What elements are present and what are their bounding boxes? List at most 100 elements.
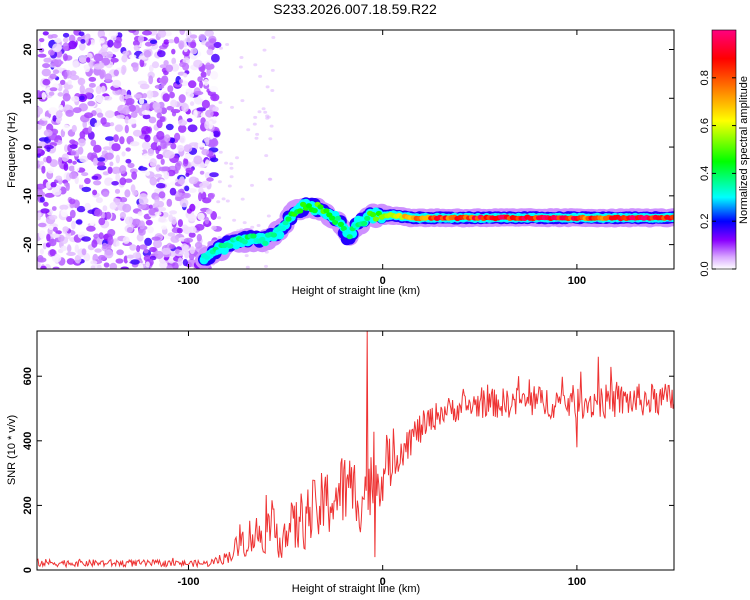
spectrogram-noise-cell [60,209,68,218]
spectrogram-noise-cell [119,197,128,203]
spectrogram-noise-cell [210,157,219,163]
spectrogram-noise-cell [69,74,80,81]
spectrogram-noise-cell [110,35,117,41]
spectrogram-noise-cell [170,137,176,144]
spectrogram-noise-cell [208,193,215,200]
spectrogram-noise-cell [144,237,153,246]
spectrogram-noise-cell [71,96,80,102]
spectrogram-noise-cell [179,30,185,36]
spectrogram-noise-cell [102,44,108,49]
spectrogram-noise-cell [84,34,89,44]
spectrogram-noise-cell [119,177,127,186]
spectrogram-noise-cell [104,177,113,182]
spectrogram-noise-cell [160,140,167,150]
spectrogram-noise-cell [91,175,99,180]
spectrogram-noise-cell [130,184,136,193]
spectrogram-noise-cell [83,253,91,262]
spectrogram-noise-cell [52,266,60,269]
spectrogram-noise-cell [69,209,76,219]
spectrogram-noise-cell [105,136,115,141]
spectrogram-noise-cell [171,216,177,225]
spectrogram-noise-cell [229,162,234,166]
spectrogram-noise-cell [199,182,208,188]
spectrogram-noise-cell [148,75,154,85]
spectrogram-noise-cell [212,116,217,121]
spectrogram-noise-cell [114,124,123,132]
y-tick-label: 10 [22,92,34,104]
spectrogram-noise-cell [218,101,223,104]
spectrogram-noise-cell [104,102,111,110]
spectrogram-noise-cell [38,137,49,142]
spectrogram-noise-cell [125,98,135,105]
spectrogram-noise-cell [119,136,125,145]
spectrogram-noise-cell [103,262,110,268]
spectrogram-noise-cell [225,199,230,203]
spectrogram-noise-cell [198,192,203,202]
spectrogram-noise-cell [121,151,126,157]
spectrogram-noise-cell [79,84,86,94]
spectrogram-ridge-cell [323,208,330,214]
spectrogram-noise-cell [161,225,167,230]
spectrogram-noise-cell [132,129,142,137]
spectrogram-noise-cell [178,188,185,193]
spectrogram-noise-cell [159,64,168,69]
spectrogram-noise-cell [43,201,49,207]
spectrogram-noise-cell [66,251,76,256]
spectrogram-noise-cell [198,33,206,42]
spectrogram-noise-cell [181,103,189,113]
spectrogram-noise-cell [183,237,194,243]
spectrogram-noise-cell [129,54,137,59]
spectrogram-noise-cell [264,154,269,158]
spectrogram-noise-cell [109,202,117,210]
x-tick-label: 0 [380,275,386,287]
spectrogram-noise-cell [66,216,73,222]
spectrogram-noise-cell [170,143,177,150]
spectrogram-noise-cell [196,107,206,112]
spectrogram-noise-cell [138,227,146,236]
spectrogram-noise-cell [94,208,103,217]
spectrogram-noise-cell [105,51,114,59]
spectrogram-noise-cell [119,94,125,102]
spectrogram-noise-cell [153,239,162,249]
spectrogram-noise-cell [190,41,197,49]
spectrogram-noise-cell [145,261,150,268]
spectrogram-noise-cell [138,196,149,205]
spectrogram-ridge-cell [279,225,286,231]
spectrogram-noise-cell [200,71,207,78]
spectrogram-ridge-cell [372,216,379,222]
spectrogram-noise-cell [171,57,177,65]
spectrogram-noise-cell [41,68,51,77]
spectrogram-noise-cell [122,50,130,56]
spectrogram-noise-cell [270,68,275,72]
spectrogram-noise-cell [88,82,96,88]
spectrogram-noise-cell [129,141,140,147]
spectrogram-noise-cell [212,130,220,137]
spectrogram-noise-cell [229,175,234,179]
spectrogram-noise-cell [170,235,180,243]
spectrogram-noise-cell [62,53,68,62]
spectrogram-noise-cell [87,152,94,160]
spectrogram-noise-cell [103,96,113,101]
spectrogram-noise-cell [193,59,203,68]
spectrogram-noise-cell [67,79,72,85]
spectrogram-noise-cell [57,104,64,110]
y-tick-label: 200 [22,496,34,514]
spectrogram-noise-cell [186,92,195,98]
spectrogram-noise-cell [51,233,60,238]
spectrogram-noise-cell [205,136,210,146]
spectrogram-noise-cell [62,42,69,51]
spectrogram-noise-cell [184,185,190,192]
spectrogram-noise-cell [187,124,198,133]
spectrogram-noise-cell [100,117,107,125]
spectrogram-noise-cell [185,172,190,177]
spectrogram-noise-cell [267,177,272,181]
spectrogram-noise-cell [210,211,217,220]
spectrogram-noise-cell [102,205,108,212]
spectrogram-noise-cell [235,156,239,160]
spectrogram-noise-cell [177,145,185,152]
spectrogram-noise-cell [142,114,151,120]
spectrogram-noise-cell [37,147,42,154]
spectrogram-noise-cell [190,47,198,55]
spectrogram-noise-cell [246,128,251,132]
